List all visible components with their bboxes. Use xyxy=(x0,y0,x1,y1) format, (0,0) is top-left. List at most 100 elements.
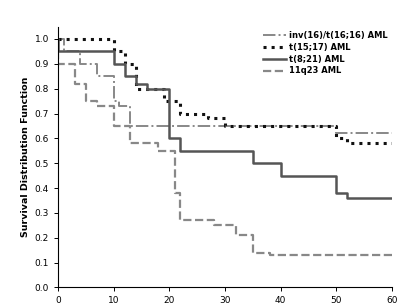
t(8;21) AML xyxy=(178,137,183,140)
t(15;17) AML xyxy=(222,124,227,128)
t(8;21) AML xyxy=(122,74,127,78)
inv(16)/t(16;16) AML xyxy=(78,49,83,53)
11q23 AML xyxy=(178,219,183,222)
inv(16)/t(16;16) AML xyxy=(94,62,99,66)
Text: Medscape®: Medscape® xyxy=(12,5,81,15)
11q23 AML xyxy=(212,219,216,222)
t(8;21) AML xyxy=(278,161,283,165)
inv(16)/t(16;16) AML xyxy=(390,132,394,135)
t(8;21) AML xyxy=(56,37,60,41)
inv(16)/t(16;16) AML xyxy=(334,132,339,135)
11q23 AML xyxy=(94,99,99,103)
inv(16)/t(16;16) AML xyxy=(78,62,83,66)
t(15;17) AML xyxy=(111,49,116,53)
Line: t(8;21) AML: t(8;21) AML xyxy=(58,39,392,198)
t(15;17) AML xyxy=(111,37,116,41)
t(8;21) AML xyxy=(250,161,255,165)
t(15;17) AML xyxy=(334,137,339,140)
11q23 AML xyxy=(156,142,160,145)
Text: www.medscape.com: www.medscape.com xyxy=(146,5,254,15)
Y-axis label: Survival Distribution Function: Survival Distribution Function xyxy=(22,77,30,237)
t(8;21) AML xyxy=(250,149,255,153)
t(15;17) AML xyxy=(122,49,127,53)
11q23 AML xyxy=(84,99,88,103)
11q23 AML xyxy=(267,251,272,255)
inv(16)/t(16;16) AML xyxy=(61,37,66,41)
inv(16)/t(16;16) AML xyxy=(61,49,66,53)
t(8;21) AML xyxy=(111,49,116,53)
11q23 AML xyxy=(178,191,183,195)
Line: inv(16)/t(16;16) AML: inv(16)/t(16;16) AML xyxy=(58,39,392,134)
t(8;21) AML xyxy=(334,191,339,195)
t(8;21) AML xyxy=(122,62,127,66)
11q23 AML xyxy=(128,124,133,128)
t(15;17) AML xyxy=(56,37,60,41)
inv(16)/t(16;16) AML xyxy=(178,124,183,128)
t(15;17) AML xyxy=(178,99,183,103)
t(8;21) AML xyxy=(111,62,116,66)
11q23 AML xyxy=(72,82,77,86)
11q23 AML xyxy=(111,104,116,108)
inv(16)/t(16;16) AML xyxy=(334,124,339,128)
t(15;17) AML xyxy=(178,112,183,115)
11q23 AML xyxy=(267,253,272,257)
Legend: inv(16)/t(16;16) AML, t(15;17) AML, t(8;21) AML, 11q23 AML: inv(16)/t(16;16) AML, t(15;17) AML, t(8;… xyxy=(262,31,388,76)
11q23 AML xyxy=(56,62,60,66)
inv(16)/t(16;16) AML xyxy=(178,124,183,128)
Line: 11q23 AML: 11q23 AML xyxy=(58,39,392,255)
11q23 AML xyxy=(250,233,255,237)
t(8;21) AML xyxy=(345,196,350,200)
t(8;21) AML xyxy=(390,196,394,200)
t(15;17) AML xyxy=(122,62,127,66)
inv(16)/t(16;16) AML xyxy=(56,37,60,41)
11q23 AML xyxy=(84,82,88,86)
11q23 AML xyxy=(212,223,216,227)
t(8;21) AML xyxy=(167,137,172,140)
11q23 AML xyxy=(72,62,77,66)
t(8;21) AML xyxy=(334,174,339,177)
11q23 AML xyxy=(172,191,177,195)
11q23 AML xyxy=(234,233,238,237)
inv(16)/t(16;16) AML xyxy=(250,124,255,128)
t(15;17) AML xyxy=(345,142,350,145)
11q23 AML xyxy=(250,251,255,255)
inv(16)/t(16;16) AML xyxy=(94,74,99,78)
Line: t(15;17) AML: t(15;17) AML xyxy=(58,39,392,143)
Text: Source: Am J Clin Pathol © 2003 American Society of Clinical Pathologists, Inc.: Source: Am J Clin Pathol © 2003 American… xyxy=(59,295,341,301)
11q23 AML xyxy=(172,149,177,153)
t(8;21) AML xyxy=(145,87,150,91)
inv(16)/t(16;16) AML xyxy=(250,124,255,128)
t(8;21) AML xyxy=(56,49,60,53)
11q23 AML xyxy=(94,104,99,108)
t(15;17) AML xyxy=(334,124,339,128)
11q23 AML xyxy=(111,124,116,128)
inv(16)/t(16;16) AML xyxy=(117,104,122,108)
t(8;21) AML xyxy=(145,82,150,86)
t(15;17) AML xyxy=(222,117,227,120)
inv(16)/t(16;16) AML xyxy=(111,74,116,78)
t(15;17) AML xyxy=(56,37,60,41)
inv(16)/t(16;16) AML xyxy=(128,104,133,108)
11q23 AML xyxy=(128,142,133,145)
t(15;17) AML xyxy=(161,99,166,103)
t(15;17) AML xyxy=(134,62,138,66)
11q23 AML xyxy=(234,223,238,227)
t(8;21) AML xyxy=(178,149,183,153)
t(15;17) AML xyxy=(134,87,138,91)
11q23 AML xyxy=(156,149,160,153)
inv(16)/t(16;16) AML xyxy=(111,99,116,103)
t(8;21) AML xyxy=(278,174,283,177)
inv(16)/t(16;16) AML xyxy=(128,124,133,128)
t(15;17) AML xyxy=(161,87,166,91)
t(15;17) AML xyxy=(206,112,211,115)
inv(16)/t(16;16) AML xyxy=(117,99,122,103)
t(15;17) AML xyxy=(206,117,211,120)
t(15;17) AML xyxy=(390,142,394,145)
t(8;21) AML xyxy=(345,191,350,195)
t(8;21) AML xyxy=(134,82,138,86)
t(8;21) AML xyxy=(167,87,172,91)
t(15;17) AML xyxy=(345,137,350,140)
t(8;21) AML xyxy=(134,74,138,78)
11q23 AML xyxy=(390,253,394,257)
11q23 AML xyxy=(56,37,60,41)
